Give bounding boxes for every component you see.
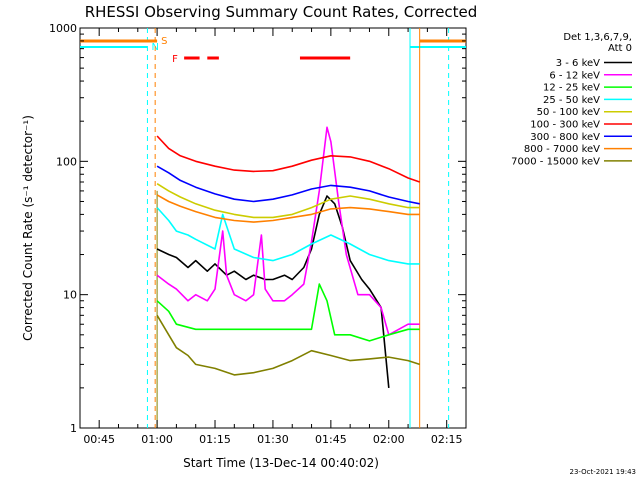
legend-label: 3 - 6 keV [556, 58, 600, 69]
x-tick-label: 02:00 [373, 433, 405, 446]
series-line-3 [156, 283, 420, 342]
series-line-8 [156, 194, 420, 223]
legend-label: 12 - 25 keV [543, 83, 600, 94]
series-line-1 [156, 195, 390, 388]
legend-label: 50 - 100 keV [537, 107, 601, 118]
y-axis-label: Corrected Count Rate (s⁻¹ detector⁻¹) [21, 115, 35, 341]
x-tick-label: 01:30 [257, 433, 289, 446]
legend-label: 100 - 300 keV [530, 120, 600, 131]
x-tick-label: 01:45 [315, 433, 347, 446]
x-axis: 00:45 01:00 01:15 01:30 01:45 02:00 02:15 Star… [83, 28, 467, 470]
x-tick-label: 01:00 [141, 433, 173, 446]
x-axis-label: Start Time (13-Dec-14 00:40:02) [183, 456, 379, 470]
x-tick-label: 02:15 [431, 433, 463, 446]
x-ticks: 00:45 01:00 01:15 01:30 01:45 02:00 02:15 [83, 28, 467, 446]
series-line-2 [156, 126, 420, 336]
legend-label: 7000 - 15000 keV [511, 156, 600, 167]
legend-label: 300 - 800 keV [530, 132, 600, 143]
plot-area: NSF [79, 27, 467, 429]
legend-label: 800 - 7000 keV [524, 144, 600, 155]
series-line-7 [156, 165, 420, 205]
chart-title: RHESSI Observing Summary Count Rates, Co… [85, 3, 478, 21]
series-line-5 [156, 183, 420, 219]
y-tick-label: 1 [70, 422, 77, 435]
y-axis: 1 10 100 1000 Corrected Count Rate (s⁻¹ det… [21, 22, 466, 435]
legend-header-line-1: Det 1,3,6,7,9, [563, 32, 632, 43]
saa-label: S [161, 36, 167, 47]
series-lines [156, 126, 420, 388]
y-tick-label: 100 [56, 155, 77, 168]
legend-label: 25 - 50 keV [543, 95, 600, 106]
footer-date: 23-Oct-2021 19:43 [570, 468, 636, 476]
flare-label: F [172, 54, 178, 65]
x-tick-label: 01:15 [199, 433, 231, 446]
y-tick-label: 10 [63, 289, 77, 302]
legend-label: 6 - 12 keV [549, 70, 600, 81]
legend-header-line-2: Att 0 [608, 43, 632, 54]
series-line-4 [156, 207, 420, 265]
x-tick-label: 00:45 [83, 433, 115, 446]
y-tick-label: 1000 [49, 22, 77, 35]
series-line-6 [156, 135, 420, 183]
series-line-9 [156, 314, 420, 376]
y-ticks: 1 10 100 1000 [49, 22, 466, 435]
